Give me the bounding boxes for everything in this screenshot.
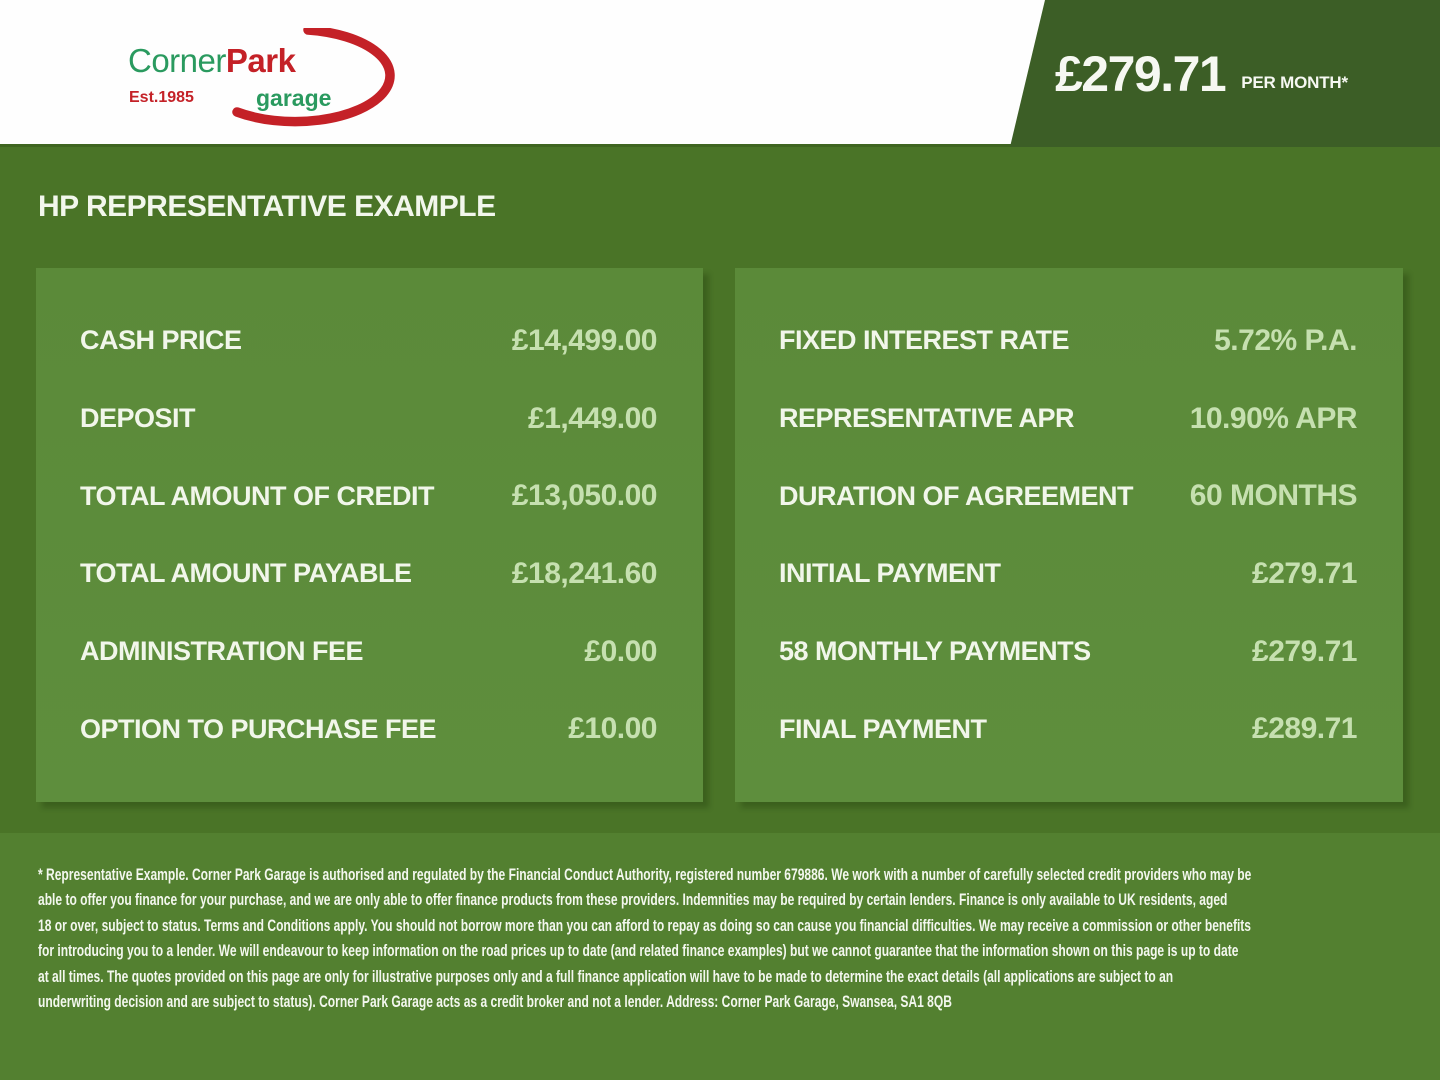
row-label: DEPOSIT [80, 403, 196, 433]
row-value: £289.71 [1252, 712, 1357, 746]
row-value: £0.00 [584, 634, 657, 668]
table-row: 58 MONTHLY PAYMENTS £279.71 [779, 613, 1357, 691]
row-label: TOTAL AMOUNT OF CREDIT [80, 480, 434, 511]
row-label: FINAL PAYMENT [779, 713, 987, 744]
monthly-price-amount: £279.71 [1055, 45, 1227, 102]
row-label: OPTION TO PURCHASE FEE [80, 713, 437, 744]
row-value: £279.71 [1252, 634, 1357, 668]
legal-disclaimer-text: * Representative Example. Corner Park Ga… [38, 863, 1440, 1015]
monthly-price-row: £279.71 PER MONTH* [1055, 0, 1348, 147]
header-bar: CornerPark Est.1985 garage £279.71 PER M… [0, 0, 1440, 147]
logo-established-text: Est.1985 [129, 89, 194, 106]
logo-garage-text: garage [256, 85, 332, 111]
table-row: TOTAL AMOUNT OF CREDIT £13,050.00 [80, 457, 658, 535]
logo-swoosh-icon [232, 28, 395, 127]
finance-panel-left: CASH PRICE £14,499.00 DEPOSIT £1,449.00 … [36, 268, 703, 802]
legal-footer: * Representative Example. Corner Park Ga… [0, 833, 1440, 1080]
table-row: FIXED INTEREST RATE 5.72% P.A. [779, 302, 1357, 380]
table-row: DEPOSIT £1,449.00 [80, 380, 657, 458]
row-label: 58 MONTHLY PAYMENTS [779, 636, 1091, 667]
row-value: 60 MONTHS [1189, 479, 1358, 513]
row-label: FIXED INTEREST RATE [779, 325, 1070, 356]
row-value: £14,499.00 [511, 323, 658, 357]
logo-park-text: Park [225, 42, 296, 79]
logo-wordmark: CornerPark [128, 42, 296, 79]
row-value: £18,241.60 [511, 556, 658, 590]
row-value: £279.71 [1252, 556, 1357, 590]
row-value: £1,449.00 [528, 401, 657, 435]
row-label: TOTAL AMOUNT PAYABLE [80, 558, 412, 589]
row-value: £13,050.00 [511, 479, 658, 513]
disclaimer-line: at all times. The quotes provided on thi… [38, 967, 1174, 986]
disclaimer-line: 18 or over, subject to status. Terms and… [38, 916, 1252, 935]
table-row: ADMINISTRATION FEE £0.00 [80, 613, 657, 691]
table-row: TOTAL AMOUNT PAYABLE £18,241.60 [80, 535, 658, 613]
row-label: REPRESENTATIVE APR [779, 403, 1075, 433]
disclaimer-line: * Representative Example. Corner Park Ga… [38, 866, 1252, 884]
disclaimer-line: underwriting decision and are subject to… [38, 993, 952, 1012]
per-month-label: PER MONTH* [1241, 72, 1348, 92]
table-row: DURATION OF AGREEMENT 60 MONTHS [779, 457, 1358, 535]
row-label: DURATION OF AGREEMENT [779, 480, 1134, 511]
row-value: 10.90% APR [1189, 401, 1358, 435]
logo-corner-text: Corner [128, 42, 226, 79]
row-value: 5.72% P.A. [1214, 323, 1357, 357]
monthly-price-banner: £279.71 PER MONTH* [1010, 0, 1440, 147]
table-row: CASH PRICE £14,499.00 [80, 302, 658, 380]
corner-park-garage-logo: CornerPark Est.1985 garage [125, 28, 405, 128]
row-label: INITIAL PAYMENT [779, 558, 1001, 589]
disclaimer-line: able to offer you finance for your purch… [38, 891, 1228, 910]
finance-panel-right: FIXED INTEREST RATE 5.72% P.A. REPRESENT… [735, 268, 1403, 802]
table-row: INITIAL PAYMENT £279.71 [779, 535, 1357, 613]
disclaimer-line: for introducing you to a lender. We will… [38, 942, 1239, 961]
table-row: REPRESENTATIVE APR 10.90% APR [779, 380, 1358, 458]
row-label: CASH PRICE [80, 325, 242, 356]
row-label: ADMINISTRATION FEE [80, 636, 364, 667]
row-value: £10.00 [568, 712, 657, 746]
table-row: FINAL PAYMENT £289.71 [779, 690, 1357, 768]
page-title: HP REPRESENTATIVE EXAMPLE [38, 190, 496, 223]
table-row: OPTION TO PURCHASE FEE £10.00 [80, 690, 657, 768]
